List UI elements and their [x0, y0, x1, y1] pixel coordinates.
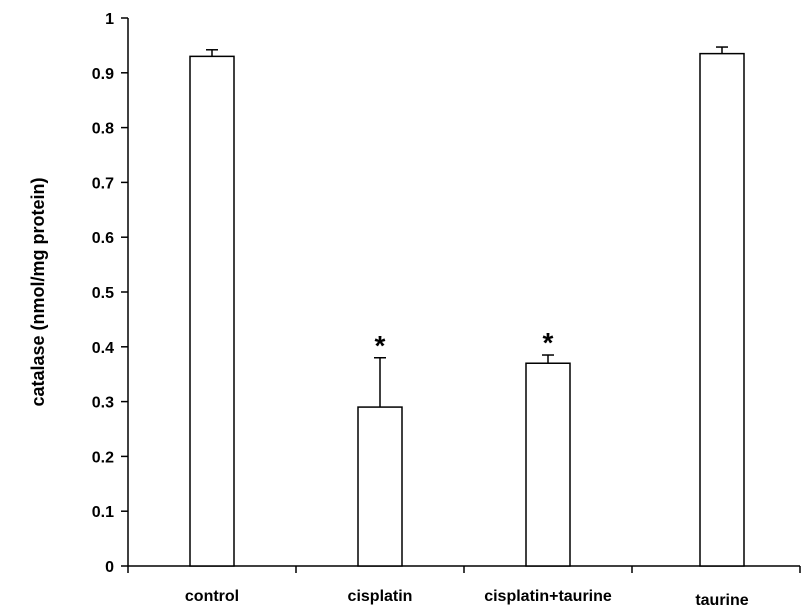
significance-marker: * [543, 327, 554, 358]
annotations: * * [375, 327, 554, 361]
y-tick-label: 0.6 [92, 230, 114, 247]
y-ticks: 0 0.1 0.2 0.3 0.4 0.5 0.6 0.7 0.8 0.9 1 [92, 11, 128, 576]
y-tick-label: 0.4 [92, 340, 114, 357]
y-tick-label: 0 [105, 559, 114, 576]
y-tick-label: 0.1 [92, 504, 114, 521]
x-tick-label: cisplatin [348, 588, 413, 605]
y-tick-label: 0.2 [92, 449, 114, 466]
bar-cisplatin-taurine [525, 362, 571, 567]
y-tick-label: 0.7 [92, 175, 114, 192]
bar-cisplatin [357, 406, 403, 567]
bar-taurine [699, 52, 745, 567]
x-tick-label: cisplatin+taurine [484, 588, 612, 605]
error-bars [206, 46, 728, 408]
y-axis-title: catalase (nmol/mg protein) [28, 177, 48, 406]
x-tick-labels: control cisplatin cisplatin+taurine taurine [185, 588, 749, 609]
y-tick-label: 0.3 [92, 395, 114, 412]
y-tick-label: 0.9 [92, 66, 114, 83]
significance-marker: * [375, 330, 386, 361]
bar-control [189, 55, 235, 567]
y-tick-label: 0.8 [92, 121, 114, 138]
y-tick-label: 1 [105, 11, 114, 28]
x-tick-label: control [185, 588, 239, 605]
x-tick-label: taurine [695, 592, 748, 609]
y-tick-label: 0.5 [92, 285, 114, 302]
bars [189, 52, 745, 567]
